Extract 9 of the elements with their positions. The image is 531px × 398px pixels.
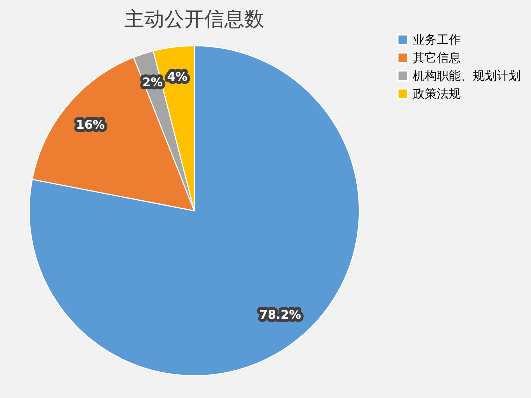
pie-slice: [29, 46, 360, 376]
legend-label: 其它信息: [413, 51, 461, 65]
legend-label: 机构职能、规划计划: [413, 69, 521, 83]
chart-title: 主动公开信息数: [124, 7, 264, 31]
data-label: 78.2%: [260, 308, 302, 322]
data-label: 16%: [76, 118, 105, 132]
data-label: 4%: [167, 70, 188, 84]
legend-label: 业务工作: [413, 33, 461, 47]
legend-label: 政策法规: [413, 87, 461, 101]
